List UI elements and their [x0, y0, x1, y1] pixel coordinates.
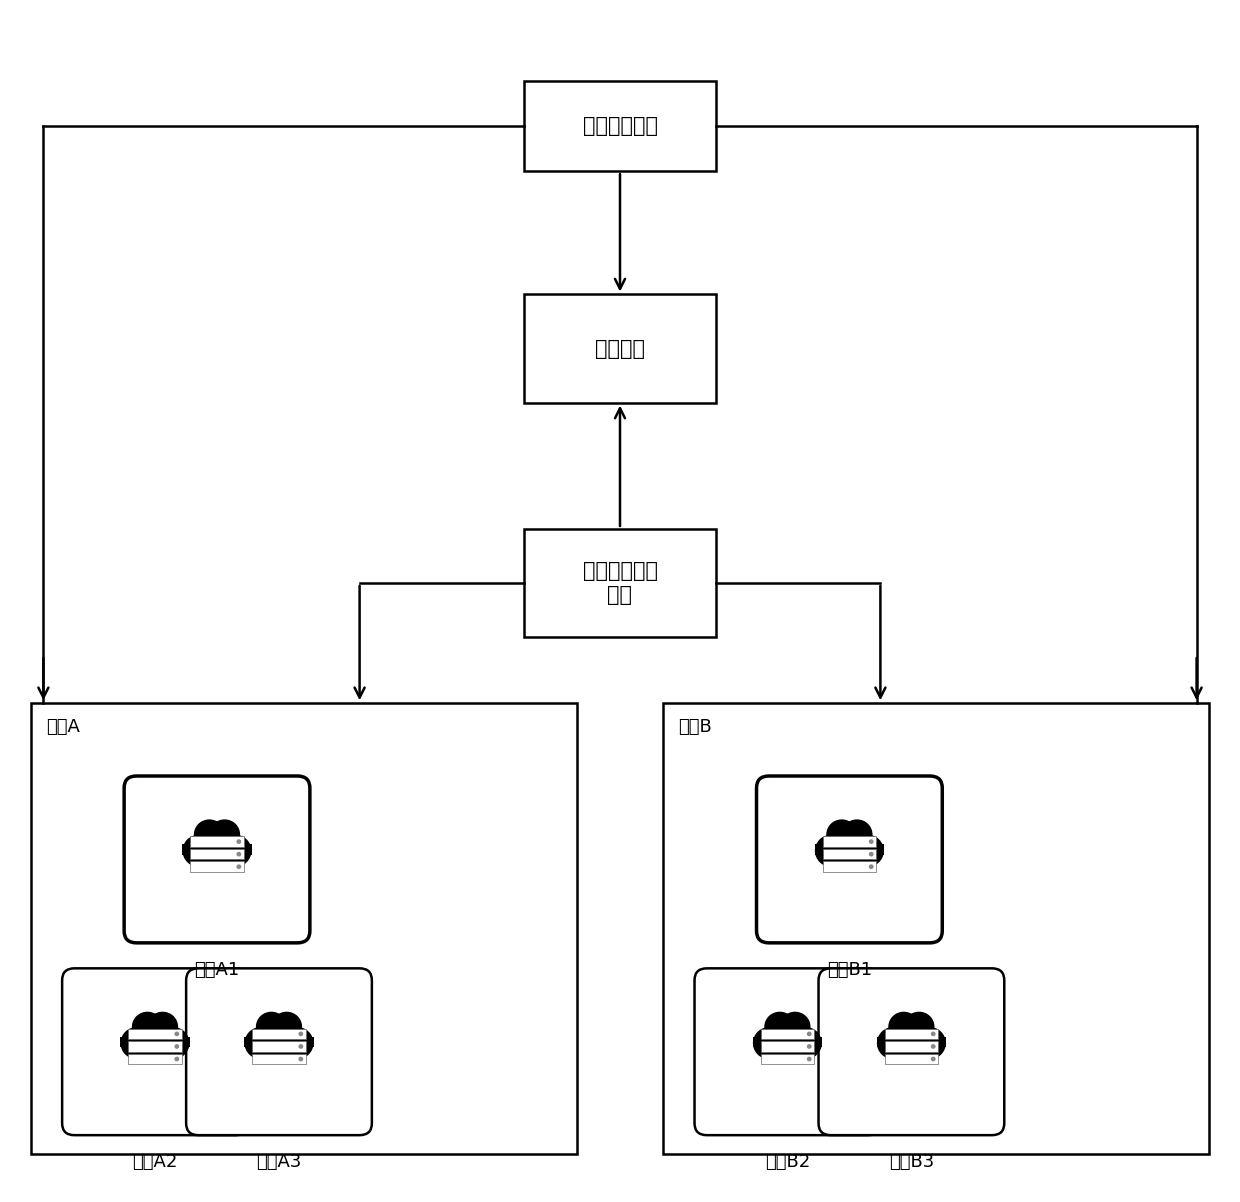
Circle shape — [122, 1028, 154, 1059]
Text: 主机A3: 主机A3 — [257, 1153, 301, 1171]
Bar — [129, 1054, 181, 1064]
Circle shape — [257, 1018, 301, 1061]
Circle shape — [869, 865, 873, 868]
Circle shape — [889, 1018, 934, 1061]
Circle shape — [842, 820, 872, 849]
Bar — [761, 1041, 813, 1052]
Circle shape — [195, 820, 224, 849]
Circle shape — [827, 820, 857, 849]
Circle shape — [931, 1045, 935, 1048]
Circle shape — [272, 1012, 301, 1041]
Circle shape — [218, 835, 250, 867]
Circle shape — [878, 1028, 910, 1059]
Circle shape — [175, 1058, 179, 1060]
Bar — [823, 849, 875, 859]
Bar — [761, 1054, 813, 1064]
Circle shape — [807, 1045, 811, 1048]
Circle shape — [765, 1018, 810, 1061]
Text: 主机A2: 主机A2 — [133, 1153, 177, 1171]
Circle shape — [184, 835, 216, 867]
Bar — [823, 862, 875, 871]
Text: 主机B2: 主机B2 — [765, 1153, 810, 1171]
Circle shape — [148, 1012, 177, 1041]
Circle shape — [889, 1012, 919, 1041]
FancyBboxPatch shape — [694, 969, 880, 1135]
Bar — [753, 1036, 822, 1047]
Circle shape — [133, 1018, 177, 1061]
Text: 主机B1: 主机B1 — [827, 960, 872, 978]
Circle shape — [789, 1028, 821, 1059]
Bar — [523, 294, 717, 403]
Circle shape — [156, 1028, 188, 1059]
Circle shape — [237, 852, 241, 856]
Circle shape — [210, 820, 239, 849]
Bar — [182, 844, 252, 855]
Bar — [191, 862, 243, 871]
Circle shape — [931, 1033, 935, 1036]
Bar — [823, 837, 875, 847]
Circle shape — [816, 835, 848, 867]
Circle shape — [133, 1012, 162, 1041]
FancyBboxPatch shape — [186, 969, 372, 1135]
Bar — [129, 1029, 181, 1040]
Bar — [191, 837, 243, 847]
Circle shape — [299, 1058, 303, 1060]
Text: 机房A: 机房A — [46, 718, 79, 736]
Text: 机房B: 机房B — [678, 718, 712, 736]
Bar — [663, 703, 1209, 1154]
Circle shape — [195, 826, 239, 869]
Bar — [885, 1041, 937, 1052]
Text: 任务队列: 任务队列 — [595, 339, 645, 358]
Circle shape — [246, 1028, 278, 1059]
Circle shape — [237, 865, 241, 868]
Bar — [120, 1036, 190, 1047]
FancyBboxPatch shape — [756, 776, 942, 942]
Circle shape — [869, 852, 873, 856]
Circle shape — [827, 826, 872, 869]
FancyBboxPatch shape — [124, 776, 310, 942]
Circle shape — [807, 1058, 811, 1060]
Circle shape — [913, 1028, 945, 1059]
Bar — [31, 703, 577, 1154]
Bar — [253, 1054, 305, 1064]
Bar — [523, 529, 717, 637]
Circle shape — [851, 835, 883, 867]
Bar — [761, 1029, 813, 1040]
FancyBboxPatch shape — [62, 969, 248, 1135]
Bar — [815, 844, 884, 855]
Text: 任务分配服务: 任务分配服务 — [583, 117, 657, 136]
Bar — [523, 82, 717, 171]
Bar — [885, 1029, 937, 1040]
Circle shape — [257, 1012, 286, 1041]
Bar — [129, 1041, 181, 1052]
Circle shape — [807, 1033, 811, 1036]
Circle shape — [754, 1028, 786, 1059]
Circle shape — [931, 1058, 935, 1060]
Circle shape — [869, 840, 873, 844]
Bar — [191, 849, 243, 859]
Circle shape — [175, 1033, 179, 1036]
Circle shape — [904, 1012, 934, 1041]
Bar — [253, 1041, 305, 1052]
Bar — [885, 1054, 937, 1064]
Bar — [244, 1036, 314, 1047]
Bar — [877, 1036, 946, 1047]
Circle shape — [280, 1028, 312, 1059]
Bar — [253, 1029, 305, 1040]
Text: 主机A1: 主机A1 — [195, 960, 239, 978]
Circle shape — [780, 1012, 810, 1041]
Circle shape — [175, 1045, 179, 1048]
FancyBboxPatch shape — [818, 969, 1004, 1135]
Circle shape — [765, 1012, 795, 1041]
Circle shape — [237, 840, 241, 844]
Circle shape — [299, 1033, 303, 1036]
Text: 主机动态调整
服务: 主机动态调整 服务 — [583, 561, 657, 605]
Text: 主机B3: 主机B3 — [889, 1153, 934, 1171]
Circle shape — [299, 1045, 303, 1048]
